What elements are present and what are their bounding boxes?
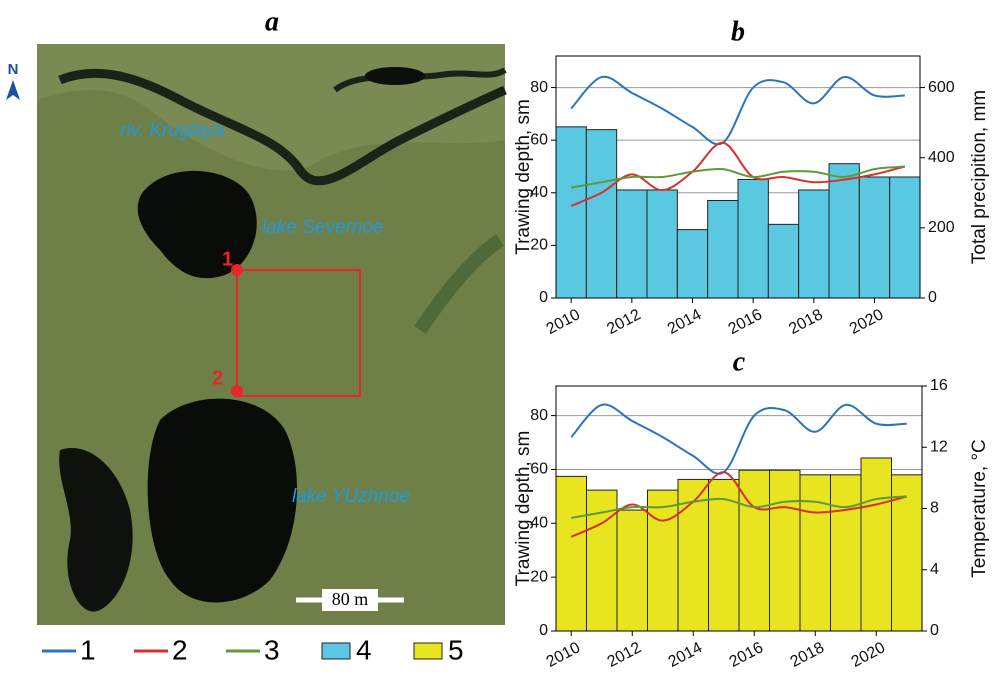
y-tick-label: 40 [530,515,548,532]
x-tick-label: 2010 [544,306,584,338]
river [58,68,507,186]
legend: 1 2 3 4 5 [42,634,464,665]
y2-tick-label: 16 [930,377,948,394]
bar [737,178,769,299]
y2-tick-label: 0 [930,622,939,639]
x-tick-label: 2012 [604,306,644,338]
bar [555,475,587,632]
legend-label: 4 [356,634,372,665]
y2-tick-label: 200 [928,219,955,236]
x-tick-label: 2020 [847,306,887,338]
y-axis-label: Trawing depth, sm [513,99,534,255]
bar [891,474,923,632]
bar [858,176,891,299]
x-tick-label: 2018 [786,306,826,338]
x-tick-label: 2014 [665,306,705,338]
x-tick-label: 2010 [544,639,584,671]
x-tick-label: 2016 [727,639,767,671]
bar [616,509,648,632]
line [570,75,905,146]
bar [889,176,921,299]
y-tick-label: 0 [539,622,548,639]
y-tick-label: 0 [539,289,548,306]
legend-label: 1 [80,634,96,665]
bar [555,126,587,299]
point-label: 1 [222,248,233,270]
bar [860,457,892,632]
bar [767,223,800,299]
y2-axis-label: Total precipition, mm [969,90,990,264]
map-label: lake Severnoe [262,217,383,238]
panel-title: a [265,6,279,37]
map-label: riv. Kruglaya [120,120,224,141]
plot-frame [555,385,923,632]
lake [147,398,297,603]
map-label: lake YUzhnoe [292,486,410,507]
lake [59,448,133,612]
legend-label: 2 [172,634,188,665]
line [570,165,905,189]
river [333,67,507,93]
y-tick-label: 40 [530,184,548,201]
bar [769,469,801,632]
bar [708,478,740,632]
point-marker [231,385,243,397]
bar [647,489,679,632]
north-arrow [6,80,20,100]
y-tick-label: 80 [530,79,548,96]
panel-title: b [731,16,745,47]
y-tick-label: 60 [530,461,548,478]
y-tick-label: 60 [530,131,548,148]
x-tick-label: 2020 [849,639,889,671]
y2-tick-label: 400 [928,149,955,166]
x-tick-label: 2012 [605,639,645,671]
ravine [414,234,505,334]
y2-tick-label: 8 [930,500,939,517]
bar [616,189,648,299]
y-tick-label: 80 [530,407,548,424]
point-marker [231,264,243,276]
y-axis-label: Trawing depth, sm [513,431,534,587]
bar [799,474,831,632]
legend-label: 3 [264,634,280,665]
legend-swatch [413,642,443,660]
scale-label: 80 m [332,589,369,609]
line [570,141,906,207]
bar [646,189,678,299]
y-tick-label: 20 [530,568,548,585]
bar [798,189,830,299]
y-tick-label: 20 [530,237,548,254]
bar [676,229,709,299]
north-label: N [8,61,19,78]
x-tick-label: 2014 [666,639,706,671]
y2-tick-label: 12 [930,438,948,455]
y2-tick-label: 4 [930,561,939,578]
map: 1 2 riv. Kruglaya lake Severnoe lake YUz… [37,44,507,625]
x-tick-label: 2018 [788,639,828,671]
bar [707,199,739,299]
line [570,471,908,538]
legend-label: 5 [448,634,464,665]
study-plot [236,269,361,397]
line [571,495,907,519]
x-tick-label: 2016 [726,306,766,338]
point-label: 2 [212,367,223,389]
plot-frame [555,55,921,299]
bar [830,474,862,632]
lake [365,67,425,85]
bar [585,129,618,299]
line [570,403,907,475]
scale-box [322,589,378,611]
legend-swatch [321,642,351,660]
y2-tick-label: 0 [928,289,937,306]
bar [828,163,860,299]
panel-title: c [733,346,746,377]
y2-axis-label: Temperature, °C [969,439,990,578]
y2-tick-label: 600 [928,79,955,96]
lake [137,170,257,279]
